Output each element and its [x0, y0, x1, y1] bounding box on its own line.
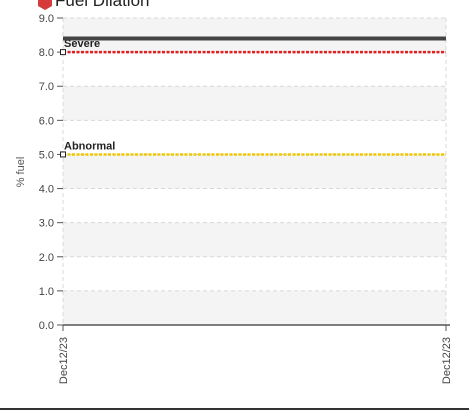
x-tick-label: Dec12/23: [58, 337, 70, 384]
y-axis-label: % fuel: [15, 157, 27, 188]
y-tick-label: 4.0: [39, 184, 54, 196]
x-tick-label: Dec12/23: [441, 337, 453, 384]
threshold-label: Severe: [64, 38, 100, 50]
y-tick-label: 5.0: [39, 149, 54, 161]
grid-band: [63, 18, 446, 53]
y-tick-label: 2.0: [39, 252, 54, 264]
y-tick-label: 0.0: [39, 320, 54, 332]
grid-band: [63, 290, 446, 325]
y-tick-label: 8.0: [39, 47, 54, 59]
grid-band: [63, 154, 446, 189]
y-tick-label: 1.0: [39, 286, 54, 298]
y-ticks: 0.0 1.0 2.0 3.0 4.0 5.0 6.0 7.0 8.0 9.0: [39, 13, 63, 332]
y-tick-label: 9.0: [39, 13, 54, 25]
status-hexagon-icon: [38, 0, 52, 10]
threshold-marker: [60, 49, 66, 56]
threshold-label: Abnormal: [64, 140, 115, 152]
y-tick-label: 7.0: [39, 81, 54, 93]
grid-band: [63, 86, 446, 121]
background-bands: [63, 18, 446, 325]
grid-band: [63, 222, 446, 257]
chart-title: Fuel Dilation: [55, 0, 150, 10]
threshold-marker: [60, 151, 66, 158]
y-tick-label: 3.0: [39, 218, 54, 230]
y-tick-label: 6.0: [39, 115, 54, 127]
x-ticks: Dec12/23 Dec12/23: [58, 325, 453, 384]
title-group: Fuel Dilation: [38, 0, 150, 10]
thresholds: Severe Abnormal: [60, 38, 446, 158]
